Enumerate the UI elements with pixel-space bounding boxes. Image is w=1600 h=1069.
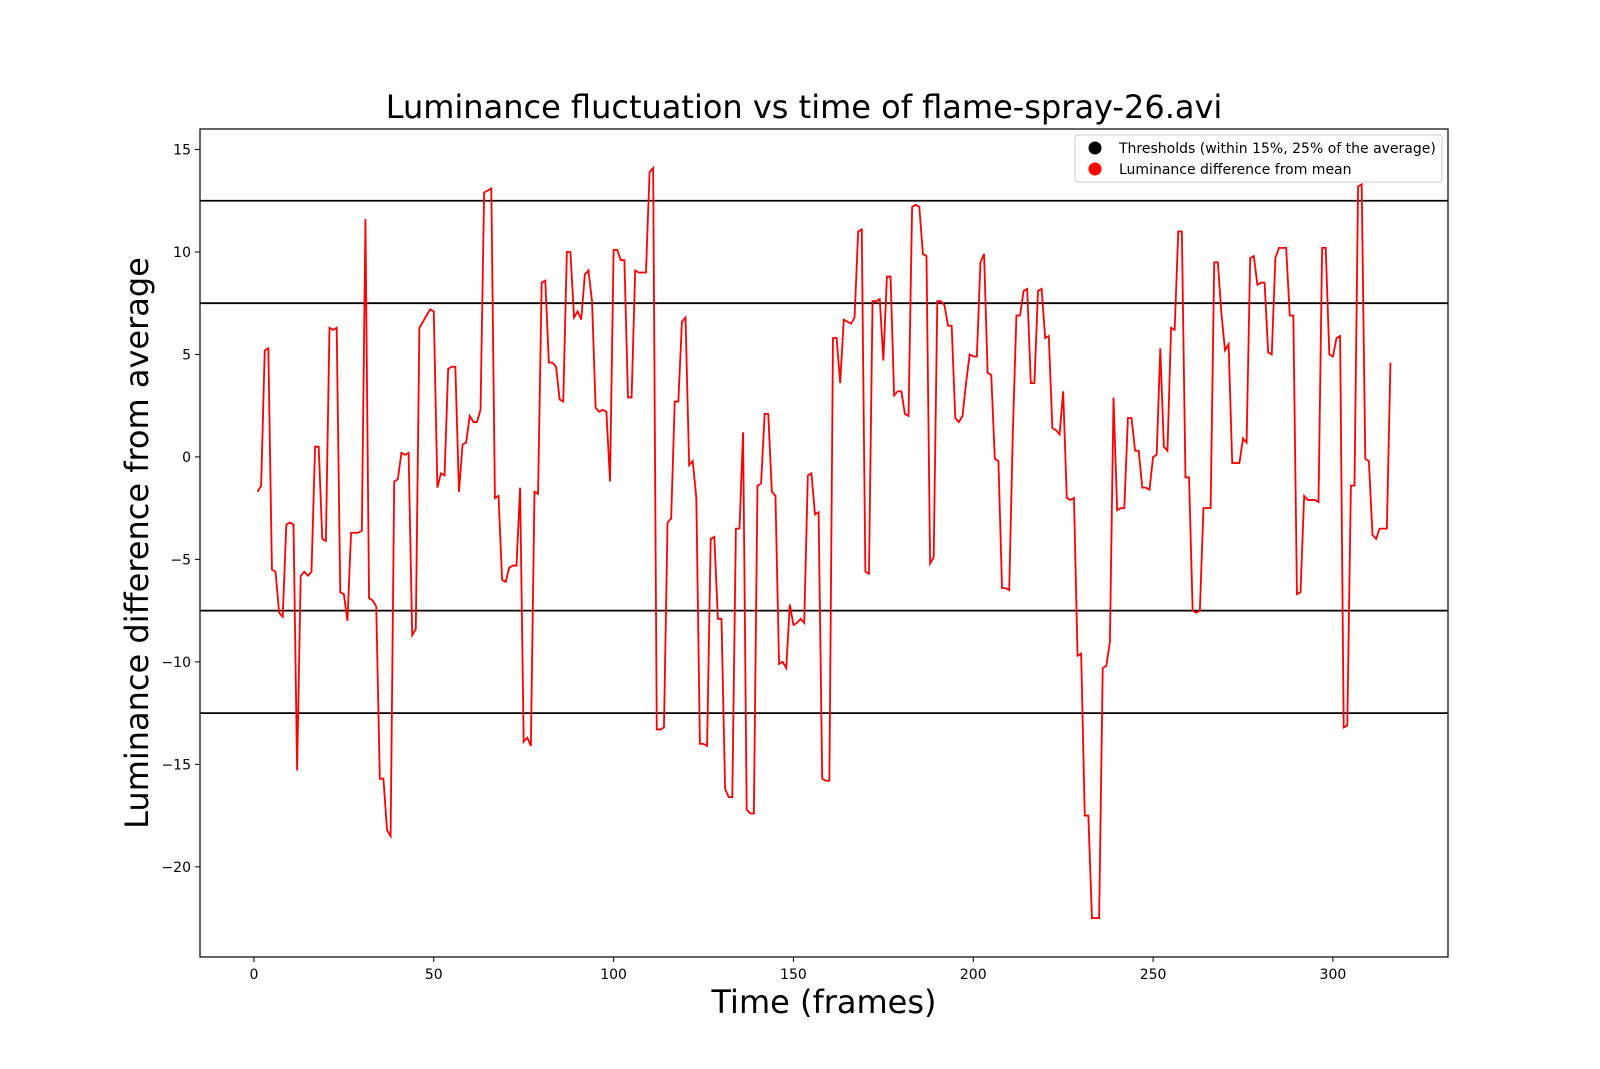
series-line-0 xyxy=(256,165,1392,919)
chart-title: Luminance fluctuation vs time of flame-s… xyxy=(386,88,1223,126)
y-tick-label-5: −10 xyxy=(161,655,191,671)
threshold-lines xyxy=(200,199,1448,715)
x-tick-label-2: 100 xyxy=(600,967,627,983)
y-axis-label: Luminance difference from average xyxy=(118,257,156,829)
y-axis-ticks: 15 10 5 0 −5 −10 −15 −20 xyxy=(161,142,200,876)
legend-label-luminance: Luminance difference from mean xyxy=(1119,162,1352,178)
y-tick-label-2: 5 xyxy=(182,347,191,363)
series-lines xyxy=(256,165,1392,919)
x-tick-label-3: 150 xyxy=(780,967,807,983)
y-tick-label-4: −5 xyxy=(170,552,191,568)
x-tick-label-1: 50 xyxy=(425,967,443,983)
y-tick-label-7: −20 xyxy=(161,860,191,876)
legend-marker-luminance xyxy=(1088,162,1102,176)
y-tick-label-3: 0 xyxy=(182,450,191,466)
x-tick-label-4: 200 xyxy=(960,967,987,983)
legend-frame xyxy=(1074,134,1443,183)
x-tick-label-6: 300 xyxy=(1320,967,1347,983)
x-tick-label-5: 250 xyxy=(1140,967,1167,983)
x-axis-ticks: 0 50 100 150 200 250 300 xyxy=(249,957,1346,983)
y-tick-label-6: −15 xyxy=(161,757,191,773)
y-tick-label-1: 10 xyxy=(173,245,191,261)
x-tick-label-0: 0 xyxy=(249,967,258,983)
y-tick-label-0: 15 xyxy=(173,142,191,158)
legend-marker-thresholds xyxy=(1088,141,1102,155)
plot-area-frame xyxy=(199,128,1449,958)
legend: Thresholds (within 15%, 25% of the avera… xyxy=(1074,134,1443,183)
legend-label-thresholds: Thresholds (within 15%, 25% of the avera… xyxy=(1118,141,1436,157)
x-axis-label: Time (frames) xyxy=(710,983,936,1021)
